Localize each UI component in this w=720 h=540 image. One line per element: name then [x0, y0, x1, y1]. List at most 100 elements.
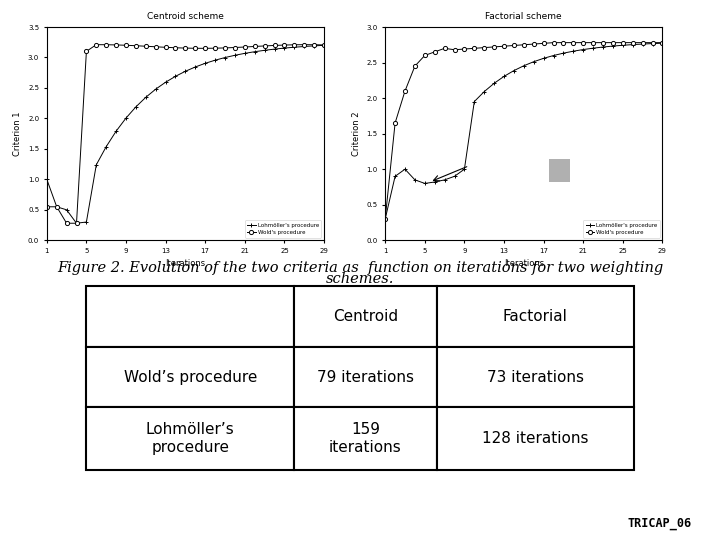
Lohmöller's procedure: [82, 219, 91, 225]
Wold's procedure: [300, 42, 308, 48]
Lohmöller's procedure: [519, 63, 528, 69]
Lohmöller's procedure: [122, 115, 130, 122]
Lohmöller's procedure: [181, 68, 189, 75]
Wold's procedure: [112, 42, 120, 48]
Text: 159
iterations: 159 iterations: [329, 422, 402, 455]
Wold's procedure: [310, 42, 318, 48]
Y-axis label: Criterion 1: Criterion 1: [14, 111, 22, 156]
Lohmöller's procedure: [141, 94, 150, 100]
Lohmöller's procedure: [579, 46, 588, 53]
Lohmöller's procedure: [280, 45, 289, 51]
Wold's procedure: [72, 220, 81, 226]
Wold's procedure: [599, 39, 608, 46]
Wold's procedure: [608, 39, 617, 46]
Text: TRICAP_06: TRICAP_06: [627, 517, 691, 530]
Bar: [86, 286, 294, 347]
Lohmöller's procedure: [171, 73, 180, 79]
Wold's procedure: [171, 44, 180, 51]
Lohmöller's procedure: [62, 207, 71, 213]
Lohmöller's procedure: [431, 179, 439, 185]
Bar: [294, 407, 436, 470]
Lohmöller's procedure: [381, 215, 390, 222]
Lohmöller's procedure: [470, 98, 479, 105]
Bar: [549, 159, 570, 182]
X-axis label: Iterations: Iterations: [166, 260, 205, 268]
Lohmöller's procedure: [240, 50, 249, 57]
Text: schemes.: schemes.: [326, 272, 394, 286]
Line: Lohmöller's procedure: Lohmöller's procedure: [383, 40, 665, 221]
Lohmöller's procedure: [629, 42, 637, 48]
Wold's procedure: [151, 44, 160, 50]
Lohmöller's procedure: [618, 42, 627, 49]
Lohmöller's procedure: [410, 177, 419, 183]
Lohmöller's procedure: [549, 52, 558, 59]
Line: Wold's procedure: Wold's procedure: [383, 40, 665, 221]
Wold's procedure: [102, 42, 111, 48]
X-axis label: Iterations: Iterations: [504, 260, 544, 268]
Wold's procedure: [280, 42, 289, 48]
Lohmöller's procedure: [608, 43, 617, 49]
Y-axis label: Criterion 2: Criterion 2: [352, 111, 361, 156]
Wold's procedure: [559, 39, 567, 46]
Legend: Lohmöller's procedure, Wold's procedure: Lohmöller's procedure, Wold's procedure: [245, 220, 321, 238]
Lohmöller's procedure: [42, 176, 51, 183]
Lohmöller's procedure: [500, 73, 508, 79]
Wold's procedure: [500, 43, 508, 50]
Wold's procedure: [629, 39, 637, 46]
Lohmöller's procedure: [320, 42, 328, 49]
Wold's procedure: [270, 42, 279, 49]
Wold's procedure: [261, 43, 269, 49]
Wold's procedure: [181, 45, 189, 51]
Wold's procedure: [290, 42, 299, 48]
Lohmöller's procedure: [589, 45, 598, 51]
Lohmöller's procedure: [450, 173, 459, 179]
Text: 79 iterations: 79 iterations: [317, 369, 414, 384]
Lohmöller's procedure: [599, 44, 608, 50]
Wold's procedure: [648, 39, 657, 46]
Lohmöller's procedure: [648, 40, 657, 47]
Lohmöller's procedure: [132, 104, 140, 110]
Lohmöller's procedure: [490, 80, 498, 86]
Text: 128 iterations: 128 iterations: [482, 431, 588, 446]
Wold's procedure: [53, 204, 61, 210]
Bar: [436, 347, 634, 407]
Wold's procedure: [62, 220, 71, 226]
Text: Factorial: Factorial: [503, 309, 567, 324]
Lohmöller's procedure: [72, 220, 81, 226]
Lohmöller's procedure: [112, 128, 120, 134]
Lohmöller's procedure: [441, 177, 449, 183]
Wold's procedure: [141, 43, 150, 50]
Wold's procedure: [460, 46, 469, 52]
Lohmöller's procedure: [310, 43, 318, 49]
Lohmöller's procedure: [539, 55, 548, 62]
Lohmöller's procedure: [211, 57, 220, 63]
Text: 73 iterations: 73 iterations: [487, 369, 584, 384]
Text: Centroid: Centroid: [333, 309, 398, 324]
Wold's procedure: [220, 45, 229, 51]
Lohmöller's procedure: [191, 64, 199, 70]
Title: Centroid scheme: Centroid scheme: [147, 12, 224, 21]
Lohmöller's procedure: [151, 86, 160, 92]
Bar: [436, 407, 634, 470]
Wold's procedure: [251, 43, 259, 50]
Wold's procedure: [450, 46, 459, 53]
Wold's procedure: [480, 44, 489, 51]
Lohmöller's procedure: [201, 60, 210, 66]
Wold's procedure: [191, 45, 199, 51]
Bar: [436, 286, 634, 347]
Lohmöller's procedure: [569, 48, 577, 55]
Wold's procedure: [549, 39, 558, 46]
Lohmöller's procedure: [480, 89, 489, 95]
Wold's procedure: [82, 48, 91, 55]
Lohmöller's procedure: [658, 40, 667, 46]
Wold's procedure: [589, 39, 598, 46]
Wold's procedure: [569, 39, 577, 46]
Wold's procedure: [122, 42, 130, 49]
Wold's procedure: [211, 45, 220, 51]
Wold's procedure: [230, 44, 239, 51]
Lohmöller's procedure: [261, 47, 269, 53]
Wold's procedure: [510, 42, 518, 49]
Bar: [294, 286, 436, 347]
Wold's procedure: [470, 45, 479, 51]
Text: Lohmöller’s
procedure: Lohmöller’s procedure: [146, 422, 235, 455]
